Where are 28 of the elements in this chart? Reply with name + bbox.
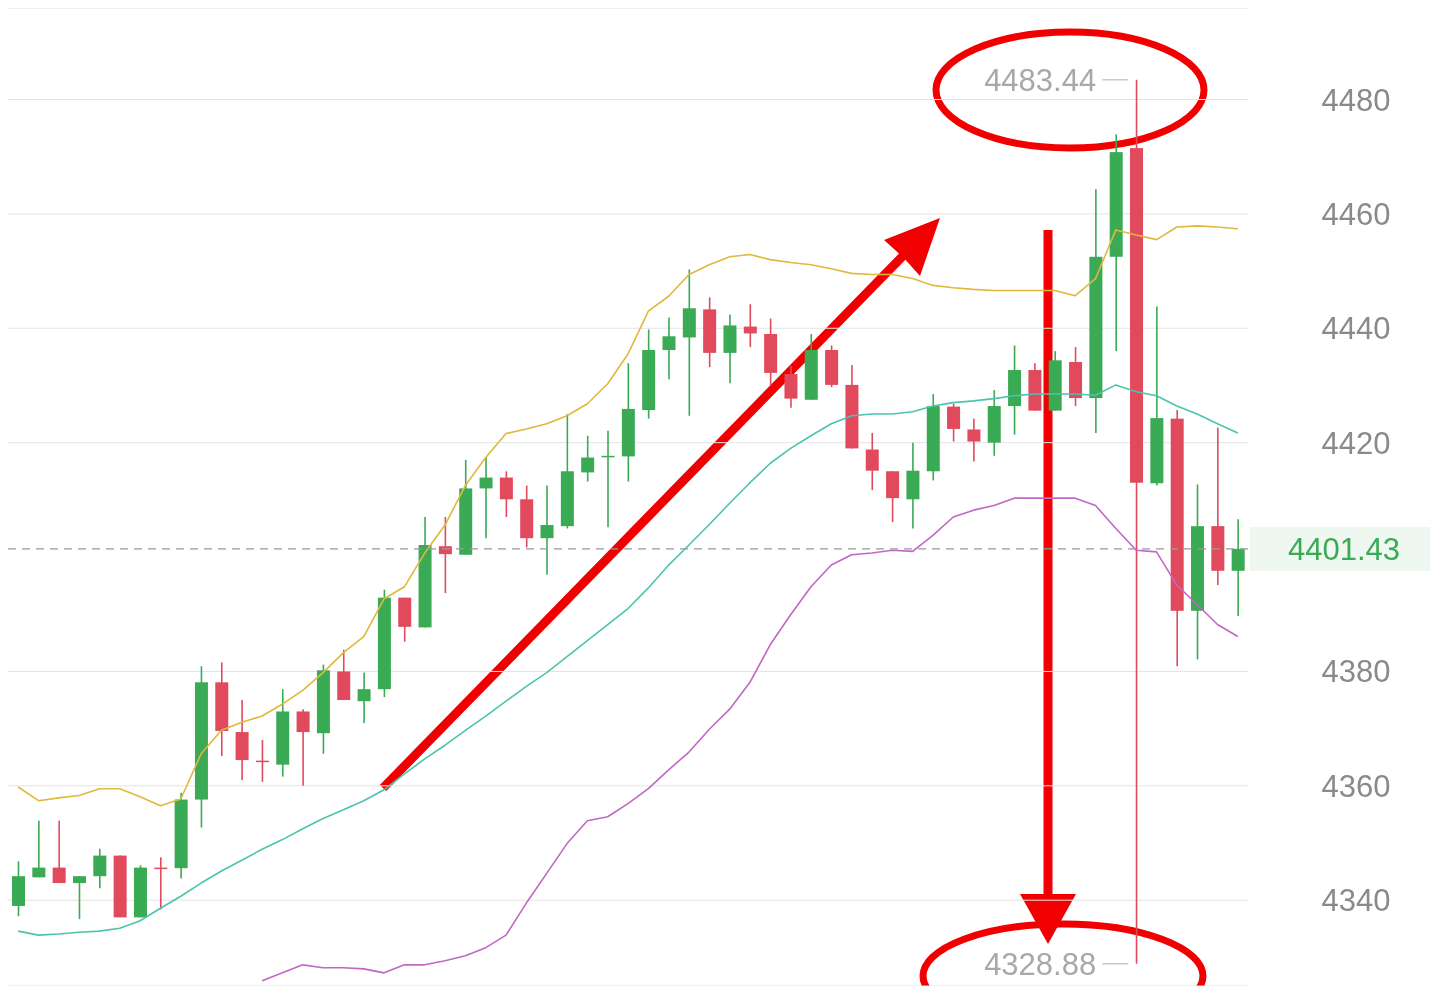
candlestick bbox=[865, 432, 879, 491]
candlestick bbox=[296, 708, 310, 787]
annotation: 4483.44 bbox=[984, 62, 1097, 98]
candlestick bbox=[581, 435, 595, 483]
line-series bbox=[17, 384, 1239, 936]
candlestick bbox=[52, 819, 66, 884]
y-tick-label: 4360 bbox=[1321, 768, 1391, 804]
candlestick bbox=[479, 456, 493, 539]
y-tick-label: 4480 bbox=[1321, 82, 1391, 118]
candlestick bbox=[540, 484, 554, 576]
annotation: 4328.88 bbox=[984, 946, 1097, 982]
candlestick bbox=[1231, 518, 1245, 617]
y-tick-label: 4440 bbox=[1321, 311, 1391, 347]
ref-line-label: 4401.43 bbox=[1287, 531, 1401, 567]
line-series bbox=[261, 497, 1239, 982]
y-tick-label: 4420 bbox=[1321, 425, 1391, 461]
line-series bbox=[17, 225, 1239, 807]
candlestick bbox=[93, 847, 107, 889]
candlestick bbox=[32, 819, 46, 879]
y-tick-label: 4380 bbox=[1321, 654, 1391, 690]
candlestick bbox=[947, 402, 961, 443]
y-tick-label: 4460 bbox=[1321, 196, 1391, 232]
candlestick bbox=[967, 417, 981, 463]
candlestick bbox=[662, 316, 676, 380]
candlestick bbox=[499, 470, 513, 518]
y-tick-label: 4340 bbox=[1321, 883, 1391, 919]
candlestick bbox=[357, 671, 371, 724]
candlestick bbox=[72, 875, 86, 920]
